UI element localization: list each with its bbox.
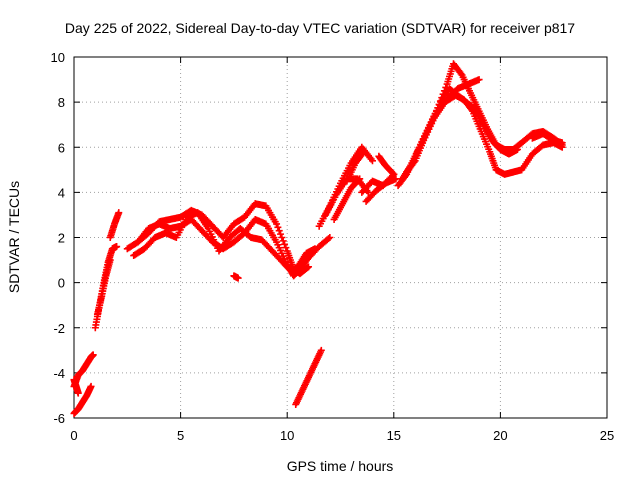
x-axis-label: GPS time / hours bbox=[287, 458, 394, 474]
x-tick-label: 5 bbox=[177, 428, 184, 443]
data-point bbox=[468, 106, 476, 114]
data-point bbox=[326, 234, 334, 241]
data-point bbox=[392, 175, 400, 183]
series-arc-5 bbox=[93, 256, 114, 318]
y-tick-label: 6 bbox=[58, 140, 65, 155]
series-arc-15 bbox=[343, 148, 368, 185]
data-point bbox=[277, 230, 285, 238]
series-arc-6 bbox=[106, 209, 123, 241]
y-tick-label: -4 bbox=[53, 366, 65, 381]
data-point bbox=[275, 227, 283, 235]
data-point bbox=[364, 188, 372, 196]
data-point bbox=[558, 139, 566, 147]
series-arc-18 bbox=[375, 152, 398, 178]
axis-ticks: 0 5 10 15 20 25 -6 -4 -2 0 2 4 6 8 10 bbox=[51, 50, 615, 443]
x-tick-label: 10 bbox=[280, 428, 294, 443]
chart-title: Day 225 of 2022, Sidereal Day-to-day VTE… bbox=[65, 20, 575, 36]
data-point bbox=[281, 240, 289, 248]
y-tick-label: -2 bbox=[53, 321, 65, 336]
y-axis-label: SDTVAR / TECUs bbox=[6, 181, 22, 293]
y-tick-label: 10 bbox=[51, 50, 65, 65]
data-point bbox=[273, 220, 281, 228]
data-point bbox=[410, 158, 418, 166]
data-point bbox=[475, 76, 483, 84]
data-point bbox=[234, 274, 242, 282]
series-arc-21 bbox=[403, 91, 566, 178]
data-point bbox=[303, 264, 311, 272]
data-point bbox=[359, 149, 367, 157]
data-points bbox=[70, 60, 566, 417]
data-point bbox=[305, 263, 313, 271]
y-tick-label: 0 bbox=[58, 276, 65, 291]
x-tick-label: 20 bbox=[493, 428, 507, 443]
data-point bbox=[74, 389, 82, 397]
series-arc-23 bbox=[528, 130, 566, 147]
data-point bbox=[87, 382, 95, 390]
series-arc-17 bbox=[362, 175, 400, 205]
data-point bbox=[311, 245, 319, 253]
data-point bbox=[360, 148, 368, 156]
data-point bbox=[368, 157, 376, 165]
data-point bbox=[355, 176, 363, 184]
data-point bbox=[89, 351, 97, 359]
data-point bbox=[115, 209, 123, 217]
data-point bbox=[279, 237, 287, 245]
data-point bbox=[278, 234, 286, 241]
series-arc-22 bbox=[445, 76, 483, 102]
data-point bbox=[389, 169, 397, 177]
y-tick-label: 4 bbox=[58, 185, 65, 200]
data-point bbox=[325, 235, 333, 243]
series-arc-11 bbox=[292, 346, 325, 408]
y-tick-label: 8 bbox=[58, 95, 65, 110]
data-point bbox=[317, 346, 325, 354]
data-point bbox=[113, 243, 121, 251]
data-point bbox=[390, 170, 398, 178]
x-tick-label: 0 bbox=[70, 428, 77, 443]
y-tick-label: 2 bbox=[58, 231, 65, 246]
data-point bbox=[356, 175, 364, 183]
x-tick-label: 15 bbox=[387, 428, 401, 443]
series-arc-10 bbox=[230, 272, 242, 282]
series-arc-2 bbox=[70, 382, 95, 417]
y-tick-label: -6 bbox=[53, 411, 65, 426]
data-point bbox=[282, 244, 290, 252]
data-point bbox=[106, 256, 114, 264]
x-tick-label: 25 bbox=[600, 428, 614, 443]
data-point bbox=[457, 70, 465, 78]
series-arc-9 bbox=[134, 200, 313, 278]
series-arc-3 bbox=[70, 376, 82, 397]
data-point bbox=[513, 146, 521, 154]
data-point bbox=[274, 223, 282, 231]
series-arc-14 bbox=[330, 175, 364, 223]
